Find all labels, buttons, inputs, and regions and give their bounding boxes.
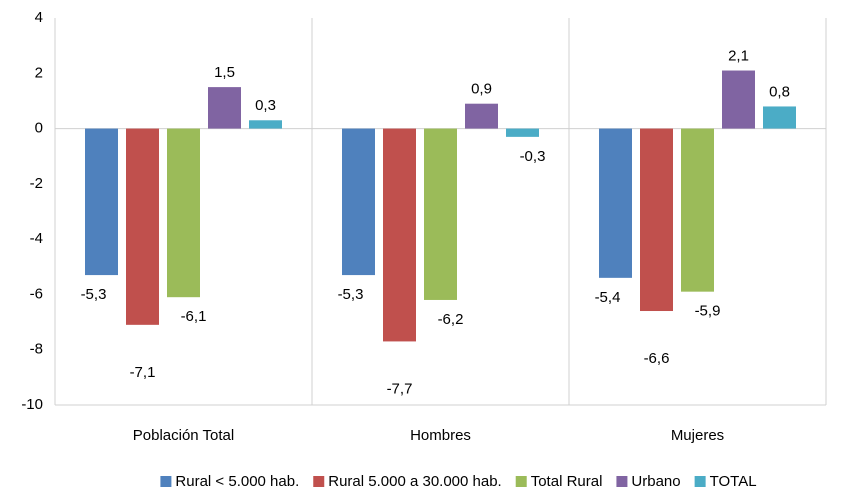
value-label: -5,4 [595,289,621,306]
y-tick-label: -4 [30,230,43,247]
legend-label: Total Rural [531,473,603,490]
bar [208,87,241,129]
bar [763,106,796,129]
value-label: 2,1 [728,47,749,64]
x-tick-label: Hombres [410,427,471,444]
value-label: -5,3 [81,286,107,303]
y-tick-label: -8 [30,341,43,358]
bar [506,128,539,137]
legend-swatch [616,476,628,487]
bar [342,128,375,276]
value-label: 1,5 [214,64,235,81]
x-tick-label: Población Total [133,427,234,444]
bar [465,103,498,129]
legend-swatch [160,476,172,487]
value-label: -7,7 [387,380,413,397]
value-label: 0,9 [471,81,492,98]
bar [167,128,200,298]
bar [640,128,673,312]
value-label: -5,3 [338,286,364,303]
bar [424,128,457,300]
legend-swatch [515,476,527,487]
y-tick-label: -6 [30,285,43,302]
bar [126,128,159,325]
bar [599,128,632,278]
value-label: -6,1 [181,308,207,325]
bar [249,120,282,129]
y-tick-label: -10 [21,396,43,413]
legend-label: Rural < 5.000 hab. [175,473,299,490]
bar [722,70,755,129]
legend-swatch [313,476,325,487]
value-label: 0,8 [769,83,790,100]
legend-swatch [694,476,706,487]
bar [681,128,714,292]
y-tick-label: 0 [35,120,43,137]
value-label: -6,2 [438,311,464,328]
value-label: -5,9 [695,303,721,320]
legend-label: Rural 5.000 a 30.000 hab. [328,473,501,490]
y-tick-label: 2 [35,64,43,81]
value-label: -7,1 [130,364,156,381]
y-tick-label: 4 [35,9,43,26]
y-tick-label: -2 [30,175,43,192]
bar [85,128,118,276]
value-label: -0,3 [520,148,546,165]
legend-label: Urbano [631,473,680,490]
legend-label: TOTAL [710,473,757,490]
bar [383,128,416,342]
value-label: -6,6 [644,350,670,367]
x-tick-label: Mujeres [671,427,724,444]
value-label: 0,3 [255,97,276,114]
